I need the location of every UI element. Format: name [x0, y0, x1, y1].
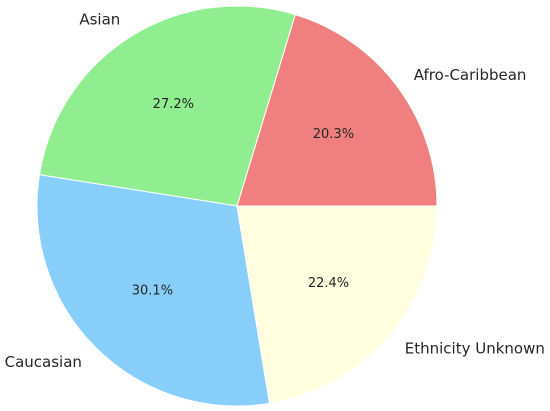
- pct-label-asian: 27.2%: [153, 97, 194, 112]
- pct-label-caucasian: 30.1%: [132, 284, 173, 299]
- pie-slice-afro-caribbean: [236, 14, 438, 207]
- category-label-asian: Asian: [79, 11, 120, 29]
- category-label-ethnicity-unknown: Ethnicity Unknown: [405, 339, 545, 357]
- category-label-caucasian: Caucasian: [5, 353, 82, 371]
- pie-slice-ethnicity-unknown: [236, 205, 438, 404]
- pct-label-ethnicity-unknown: 22.4%: [308, 276, 349, 291]
- pct-label-afro-caribbean: 20.3%: [313, 127, 354, 142]
- pie-slice-caucasian: [36, 174, 271, 407]
- pie-slice-asian: [38, 5, 296, 207]
- category-label-afro-caribbean: Afro-Caribbean: [414, 66, 527, 84]
